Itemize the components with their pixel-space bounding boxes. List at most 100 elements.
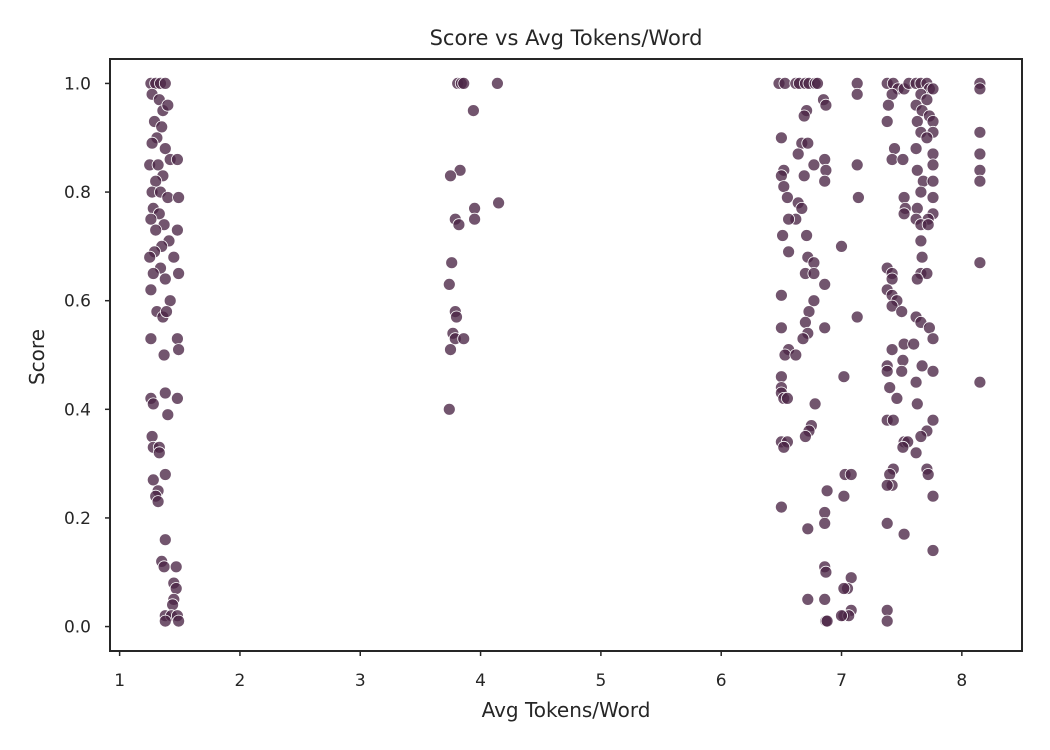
data-point xyxy=(915,359,929,373)
data-point xyxy=(163,294,177,308)
data-point xyxy=(161,191,175,204)
y-tick-label: 1.0 xyxy=(64,74,91,94)
data-point xyxy=(801,136,815,150)
data-point xyxy=(781,391,794,405)
data-point xyxy=(850,158,864,172)
data-point xyxy=(973,163,987,177)
axis-ticks: 1 2 3 4 5 6 7 8 0.0 0.2 0.4 0.6 0.8 1.0 xyxy=(64,74,967,691)
data-point xyxy=(910,163,924,177)
data-point xyxy=(885,299,899,313)
data-point xyxy=(144,332,158,346)
data-point xyxy=(880,603,894,617)
data-point xyxy=(909,375,923,389)
data-point xyxy=(158,468,172,481)
data-point xyxy=(775,169,788,183)
y-tick-label: 0.8 xyxy=(64,183,91,203)
data-point xyxy=(775,131,788,145)
data-point xyxy=(172,191,186,204)
x-tick-label: 8 xyxy=(956,671,967,691)
data-point xyxy=(835,239,848,253)
data-point xyxy=(797,169,811,183)
data-point xyxy=(466,104,480,117)
data-point xyxy=(885,153,899,166)
data-point xyxy=(781,191,794,204)
data-point xyxy=(926,82,940,96)
plot-frame xyxy=(109,58,1023,652)
data-point xyxy=(776,229,789,242)
data-point xyxy=(170,223,184,237)
data-point xyxy=(801,522,815,536)
data-point xyxy=(444,169,457,183)
data-point xyxy=(910,397,924,411)
x-tick-label: 6 xyxy=(716,671,727,691)
data-point xyxy=(926,544,940,557)
data-point xyxy=(157,560,171,574)
data-point xyxy=(888,142,901,156)
data-point xyxy=(914,430,928,443)
data-point xyxy=(144,212,158,226)
data-point xyxy=(926,332,940,346)
data-point xyxy=(155,120,169,134)
data-point xyxy=(896,440,910,454)
data-point xyxy=(170,153,184,166)
data-point xyxy=(818,153,832,166)
data-point xyxy=(880,364,894,378)
data-point xyxy=(886,413,900,427)
x-tick-label: 5 xyxy=(595,671,606,691)
data-point xyxy=(160,305,173,319)
data-point xyxy=(819,565,833,579)
data-point xyxy=(973,82,987,96)
data-point xyxy=(775,370,788,384)
data-point xyxy=(442,277,456,291)
data-point xyxy=(926,489,940,503)
data-point xyxy=(778,77,792,90)
data-point xyxy=(167,250,181,264)
data-point xyxy=(782,212,795,226)
data-point xyxy=(883,381,897,395)
data-point xyxy=(490,77,504,90)
data-point xyxy=(800,229,813,242)
data-point xyxy=(166,598,180,612)
data-point xyxy=(920,267,934,280)
data-point xyxy=(973,125,987,139)
data-point xyxy=(158,77,172,90)
x-tick-label: 4 xyxy=(475,671,486,691)
data-point xyxy=(146,267,160,280)
data-point xyxy=(897,207,911,221)
data-point xyxy=(149,174,163,188)
data-point xyxy=(818,277,832,291)
data-point xyxy=(921,468,935,481)
data-point xyxy=(149,223,163,237)
x-tick-label: 1 xyxy=(114,671,125,691)
data-point xyxy=(926,191,940,204)
data-point xyxy=(468,201,482,215)
data-point xyxy=(895,305,909,319)
data-point xyxy=(885,87,899,101)
data-point xyxy=(172,267,186,280)
data-point xyxy=(450,310,463,324)
chart-title: Score vs Avg Tokens/Word xyxy=(430,26,703,50)
data-point xyxy=(926,147,940,161)
data-point xyxy=(158,533,172,547)
data-point xyxy=(819,98,833,112)
data-point xyxy=(926,174,940,188)
data-point xyxy=(789,348,803,362)
data-points xyxy=(143,77,987,628)
data-point xyxy=(910,201,924,215)
data-point xyxy=(453,163,467,177)
data-point xyxy=(896,153,910,166)
data-point xyxy=(492,196,506,210)
data-point xyxy=(144,283,158,297)
data-point xyxy=(145,136,159,150)
data-point xyxy=(920,93,934,107)
data-point xyxy=(973,375,987,389)
x-tick-label: 7 xyxy=(836,671,847,691)
data-point xyxy=(890,391,904,405)
data-point xyxy=(820,484,834,498)
y-axis-label: Score xyxy=(25,329,49,385)
data-point xyxy=(807,256,821,270)
data-point xyxy=(915,250,929,264)
data-point xyxy=(775,321,788,335)
data-point xyxy=(152,446,166,460)
